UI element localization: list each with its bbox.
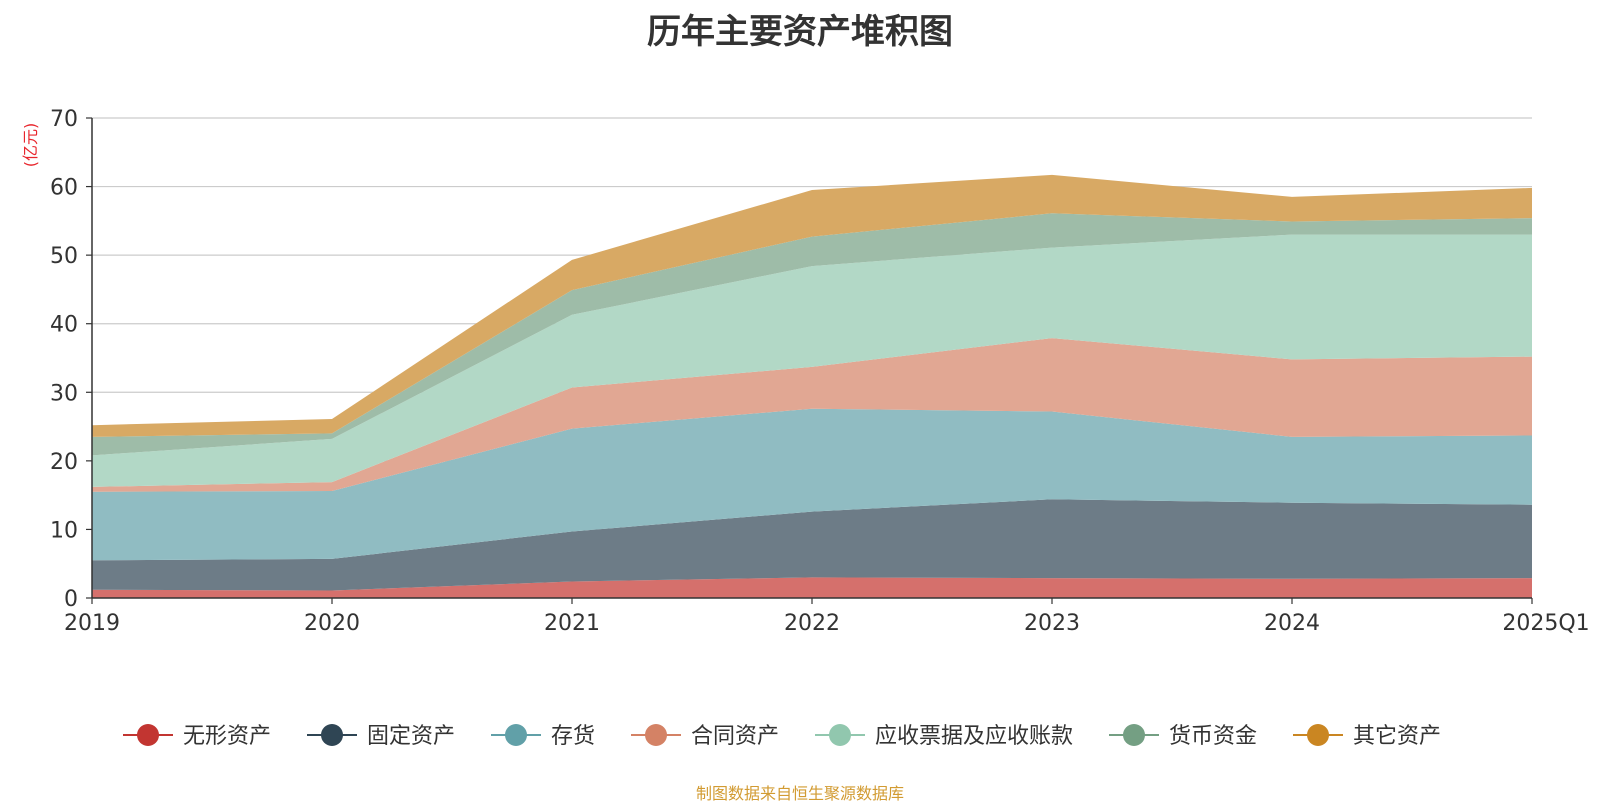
legend-item-3[interactable]: 存货 [491, 724, 595, 749]
legend-label: 存货 [551, 724, 595, 749]
legend-marker [505, 724, 527, 746]
legend-label: 应收票据及应收账款 [875, 724, 1073, 749]
legend-marker [829, 724, 851, 746]
area-series [92, 174, 1532, 598]
legend-item-1[interactable]: 无形资产 [123, 724, 271, 749]
x-tick-label: 2025Q1 [1502, 611, 1589, 636]
source-note: 制图数据来自恒生聚源数据库 [695, 784, 904, 803]
y-tick-label: 0 [64, 587, 78, 612]
y-tick-label: 30 [50, 381, 78, 406]
x-tick-label: 2020 [304, 611, 360, 636]
legend-item-4[interactable]: 合同资产 [631, 724, 779, 749]
legend-item-2[interactable]: 固定资产 [307, 724, 455, 749]
area-series-6[interactable] [92, 213, 1532, 456]
legend-marker [645, 724, 667, 746]
x-tick-label: 2023 [1024, 611, 1080, 636]
legend-label: 合同资产 [691, 724, 779, 749]
legend-label: 无形资产 [183, 724, 271, 749]
legend-label: 固定资产 [367, 724, 455, 749]
area-series-4[interactable] [92, 338, 1532, 492]
area-series-1[interactable] [92, 577, 1532, 598]
y-tick-label: 10 [50, 518, 78, 543]
y-tick-label: 60 [50, 176, 78, 201]
y-unit-label: (亿元) [21, 123, 40, 168]
legend-item-5[interactable]: 应收票据及应收账款 [815, 724, 1073, 749]
legend-label: 货币资金 [1169, 724, 1257, 749]
chart-title: 历年主要资产堆积图 [647, 12, 953, 52]
area-series-7[interactable] [92, 174, 1532, 437]
legend-marker [1307, 724, 1329, 746]
legend-item-7[interactable]: 其它资产 [1293, 724, 1441, 749]
legend-marker [321, 724, 343, 746]
x-tick-label: 2022 [784, 611, 840, 636]
x-tick-labels: 2019 2020 2021 2022 2023 2024 2025Q1 [64, 598, 1590, 636]
area-series-3[interactable] [92, 408, 1532, 561]
legend-marker [1123, 724, 1145, 746]
y-tick-label: 40 [50, 313, 78, 338]
y-tick-label: 50 [50, 244, 78, 269]
x-tick-label: 2021 [544, 611, 600, 636]
legend-item-6[interactable]: 货币资金 [1109, 724, 1257, 749]
area-series-5[interactable] [92, 234, 1532, 487]
legend-marker [137, 724, 159, 746]
y-tick-labels: 0 10 20 30 40 50 60 70 [50, 107, 92, 612]
x-tick-label: 2019 [64, 611, 120, 636]
x-tick-label: 2024 [1264, 611, 1320, 636]
legend: 无形资产 固定资产 存货 合同资产 应收票据及应收账款 货币资金 其它资产 [123, 724, 1441, 749]
y-tick-label: 20 [50, 450, 78, 475]
legend-label: 其它资产 [1353, 724, 1441, 749]
y-tick-label: 70 [50, 107, 78, 132]
area-series-2[interactable] [92, 499, 1532, 591]
